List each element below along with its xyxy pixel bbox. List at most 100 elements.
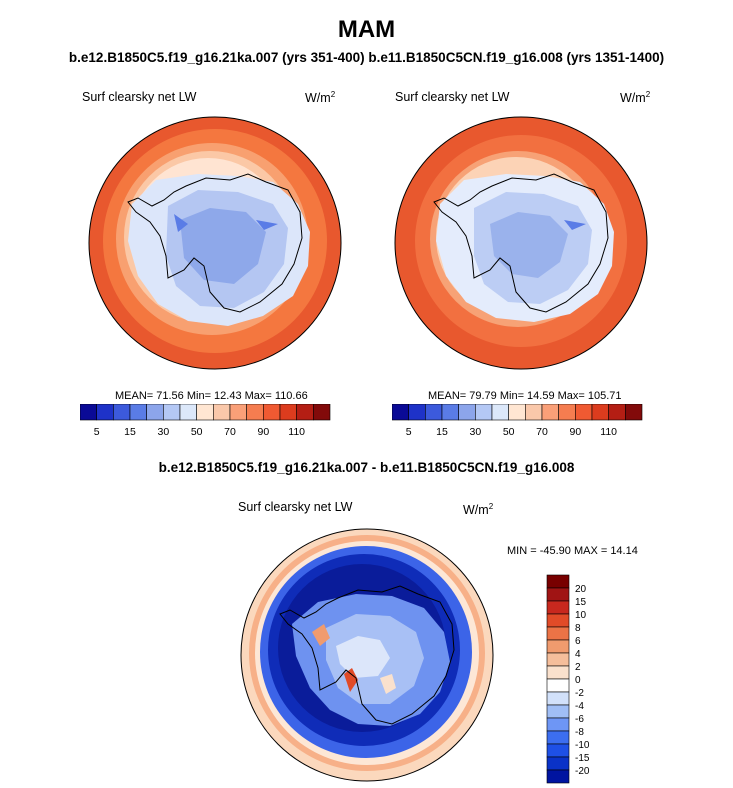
diff-anom-warm3 [380,674,396,694]
diff-colorbar-tick-label: 0 [575,675,581,686]
diff-colorbar-box [546,730,570,745]
diff-colorbar-tick-label: 4 [575,649,581,660]
panel2-colorbar-box [575,404,593,421]
diff-colorbar-box [546,665,570,680]
panel1-colorbar-tick-label: 110 [288,426,305,438]
panel1-colorbar-box [313,404,331,421]
diff-colorbar-box [546,574,570,589]
diff-colorbar-tick-label: 15 [575,597,587,608]
diff-colorbar-tick-label: 6 [575,636,581,647]
diff-colorbar-box [546,626,570,641]
diff-colorbar-tick-label: -2 [575,688,584,699]
diff-colorbar-box [546,613,570,628]
panel1-colorbar-box [213,404,231,421]
diff-colorbar-tick-label: 2 [575,662,581,673]
diff-anom-warm2 [344,668,358,692]
diff-colorbar-box [546,639,570,654]
panel2-colorbar: 5 15 30 50 70 90 110 [392,404,643,438]
panel2-colorbar-tick-label: 5 [406,426,412,438]
panel1-colorbar-box [129,404,147,421]
panel1-colorbar-box [196,404,214,421]
panel2-field-label: Surf clearsky net LW [395,90,510,104]
diff-colorbar-tick-label: 8 [575,623,581,634]
panel2-colorbar-box [441,404,459,421]
main-title: MAM [337,16,396,43]
panel1-map-border [88,116,342,370]
diff-map [240,528,494,782]
panel2-colorbar-tick-label: 15 [436,426,448,438]
panel1-coastline [127,173,303,313]
panel2-colorbar-box [458,404,476,421]
panel1-colorbar-box [113,404,131,421]
panel2-colorbar-box [558,404,576,421]
diff-colorbar-tick-label: 20 [575,584,587,595]
diff-colorbar-box [546,691,570,706]
diff-field-label: Surf clearsky net LW [238,500,353,514]
subtitle: b.e12.B1850C5.f19_g16.21ka.007 (yrs 351-… [68,50,665,65]
diff-colorbar-box [546,704,570,719]
panel2-map-border [394,116,648,370]
panel1-colorbar-box [279,404,297,421]
diff-coastline [279,585,455,725]
panel2-colorbar-box [625,404,643,421]
panel1-colorbar-box [263,404,281,421]
diff-colorbar-tick-label: -8 [575,727,584,738]
diff-colorbar-box [546,652,570,667]
panel1-colorbar-tick-label: 90 [257,426,269,438]
panel2-colorbar-tick-label: 70 [536,426,548,438]
diff-units: W/m2 [463,502,494,518]
diff-colorbar-box [546,678,570,693]
panel1-map [88,116,342,370]
panel2-colorbar-box [408,404,426,421]
panel2-colorbar-box [608,404,626,421]
panel1-ice-dark [180,208,266,284]
panel2-colorbar-box [525,404,543,421]
diff-anom-warm1 [312,624,330,646]
diff-colorbar-box [546,587,570,602]
panel2-stats: MEAN= 79.79 Min= 14.59 Max= 105.71 [428,390,622,402]
panel1-colorbar-box [229,404,247,421]
diff-colorbar-box [546,717,570,732]
panel1-colorbar-box [146,404,164,421]
panel2-colorbar-box [475,404,493,421]
diff-colorbar-box [546,600,570,615]
diff-colorbar-box [546,769,570,784]
diff-colorbar-tick-label: -20 [575,766,590,777]
panel2-colorbar-box [392,404,409,421]
panel1-colorbar-tick-label: 30 [157,426,169,438]
diff-colorbar-box [546,756,570,771]
panel2-colorbar-box [491,404,509,421]
panel2-map [394,116,648,370]
panel2-colorbar-box [541,404,559,421]
panel2-ice-dark [490,212,568,278]
panel1-field-label: Surf clearsky net LW [82,90,197,104]
panel2-coastline [433,173,609,313]
panel1-stats: MEAN= 71.56 Min= 12.43 Max= 110.66 [115,390,308,402]
panel2-units: W/m2 [620,90,651,106]
panel1-colorbar-box [163,404,181,421]
diff-stats: MIN = -45.90 MAX = 14.14 [507,545,638,557]
diff-title: b.e12.B1850C5.f19_g16.21ka.007 - b.e11.B… [158,460,575,475]
panel1-colorbar-box [246,404,264,421]
panel2-ice-min [564,220,586,230]
diff-colorbar-tick-label: -10 [575,740,590,751]
diff-colorbar-tick-label: -6 [575,714,584,725]
panel1-colorbar-tick-label: 5 [94,426,100,438]
panel2-colorbar-tick-label: 90 [569,426,581,438]
panel2-colorbar-tick-label: 50 [503,426,515,438]
panel1-colorbar-box [296,404,314,421]
panel1-units: W/m2 [305,90,336,106]
diff-colorbar-tick-label: -15 [575,753,590,764]
panel1-colorbar: 5 15 30 50 70 90 110 [80,404,331,438]
panel1-colorbar-tick-label: 15 [124,426,136,438]
panel1-colorbar-box [80,404,97,421]
panel2-colorbar-box [508,404,526,421]
diff-colorbar-box [546,743,570,758]
panel1-colorbar-tick-label: 50 [191,426,203,438]
panel1-colorbar-box [96,404,114,421]
diff-map-border [240,528,494,782]
diff-colorbar-tick-label: 10 [575,610,587,621]
panel1-colorbar-tick-label: 70 [224,426,236,438]
diff-ice-palest [336,636,390,678]
